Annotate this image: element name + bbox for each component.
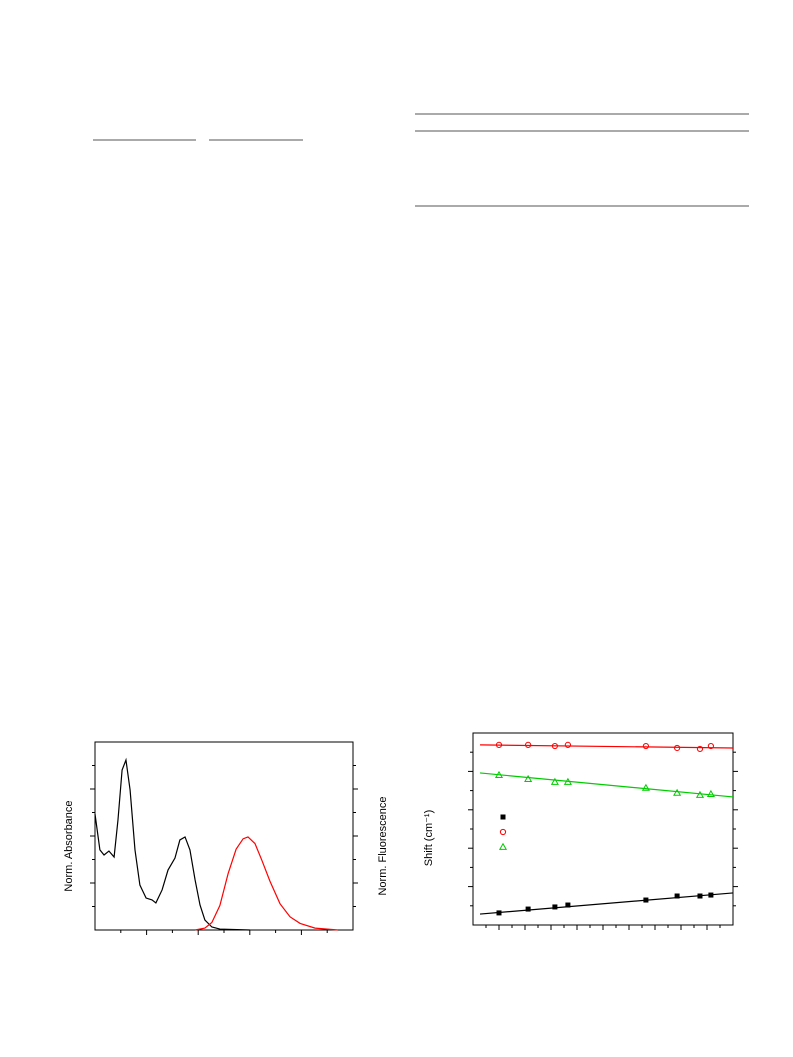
spectrum-line [94,757,250,931]
y-axis-label: Norm. Absorbance [63,800,75,891]
marker [524,774,533,782]
marker [641,783,650,791]
marker [642,742,650,750]
legend-marker [498,842,508,850]
marker [496,910,502,916]
table-rules [93,113,749,207]
y2-axis-label: Norm. Fluorescence [377,796,389,895]
fit-line [480,744,734,749]
marker [551,742,559,750]
spectrum-line [194,836,339,931]
fit-line [479,892,734,915]
marker [708,892,714,898]
marker [564,741,572,749]
marker [550,777,559,785]
marker [674,744,681,752]
marker [643,897,649,903]
marker [525,741,532,749]
marker [674,893,680,899]
y-axis-label: Shift (cm⁻¹) [423,810,435,867]
marker [695,790,705,798]
marker [552,904,558,910]
marker [525,906,531,912]
marker [707,742,715,750]
marker [706,789,715,797]
legend-marker [500,814,506,820]
fit-line [479,772,734,798]
marker [697,893,703,899]
marker [673,788,682,796]
marker [494,770,504,778]
legend-marker [499,828,507,836]
marker [563,777,572,785]
marker [495,741,503,749]
marker [565,902,571,908]
marker [696,745,704,753]
